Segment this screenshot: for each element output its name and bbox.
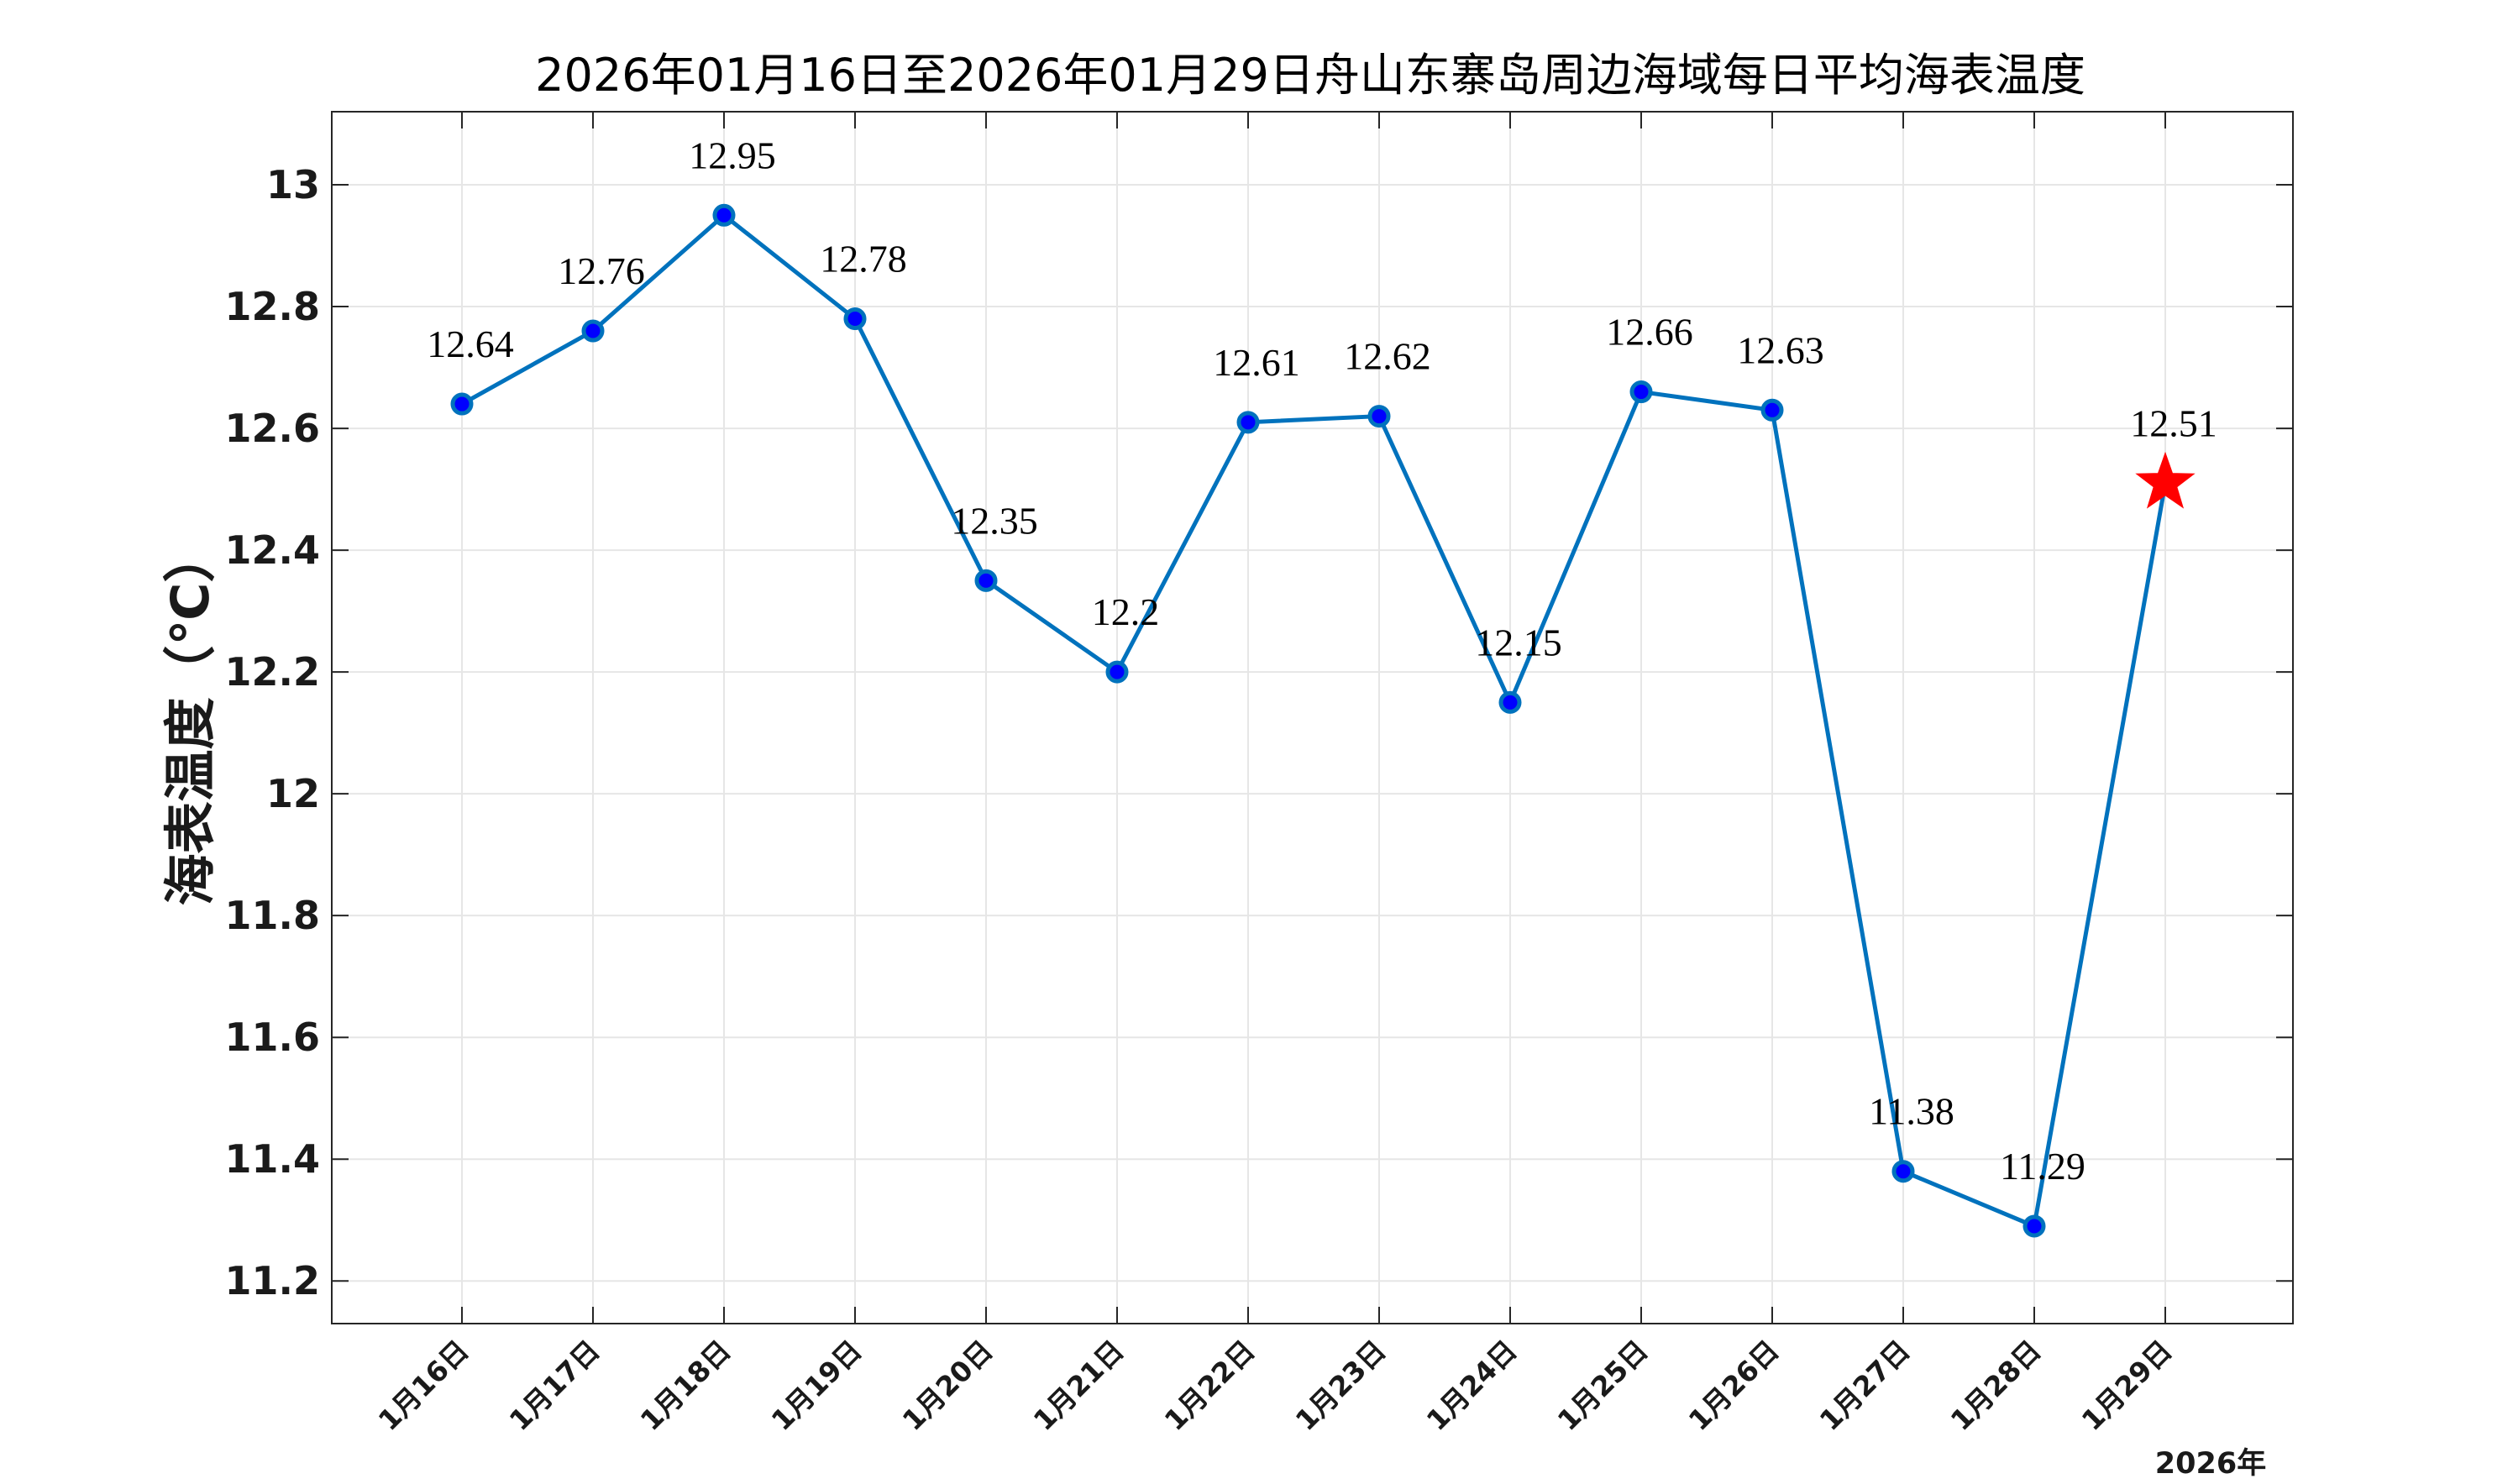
x-tick-label: 1月17日	[503, 1334, 606, 1437]
y-tick-label: 12.4	[225, 527, 321, 573]
series-sea-surface-temperature	[450, 203, 2196, 1238]
data-point	[1498, 690, 1522, 714]
data-point	[2022, 1214, 2046, 1238]
x-tick-label: 1月16日	[372, 1334, 475, 1437]
data-point	[1367, 405, 1391, 428]
x-tick-label: 1月22日	[1158, 1334, 1262, 1437]
data-label: 12.35	[951, 499, 1038, 542]
plot-frame	[331, 111, 2294, 1324]
data-point-star	[2135, 451, 2196, 509]
data-label: 11.38	[1869, 1090, 1954, 1133]
y-tick-label: 13	[266, 162, 320, 207]
plot-area	[332, 112, 2293, 1324]
y-tick-label: 11.8	[225, 893, 321, 938]
data-point	[581, 319, 605, 343]
data-label: 12.63	[1737, 328, 1824, 371]
data-label: 12.62	[1344, 335, 1431, 378]
grid-lines	[332, 112, 2293, 1324]
x-tick-label: 1月23日	[1289, 1334, 1393, 1437]
data-label: 12.66	[1606, 311, 1693, 354]
data-point	[1236, 411, 1260, 434]
x-tick-label: 1月29日	[2075, 1334, 2179, 1437]
data-label: 12.95	[689, 134, 776, 176]
data-label: 12.2	[1092, 590, 1160, 633]
y-tick-label: 12	[266, 771, 320, 816]
y-axis-ticks: 11.2 11.4 11.6 11.8 12 12.2 12.4 12.6 12.8 13	[225, 162, 2293, 1303]
data-point	[450, 392, 474, 416]
y-tick-label: 11.4	[225, 1136, 321, 1182]
y-tick-label: 11.2	[225, 1258, 321, 1303]
data-labels: 12.64 12.76 12.95 12.78 12.35 12.2 12.61 12.62 1…	[427, 134, 2217, 1188]
data-point	[843, 307, 867, 331]
x-tick-label: 1月24日	[1420, 1334, 1524, 1437]
data-label: 12.78	[820, 238, 907, 281]
data-label: 12.51	[2130, 401, 2217, 444]
data-label: 12.64	[427, 322, 514, 365]
y-axis-label: 海表温度（℃）	[160, 530, 221, 905]
x-tick-label: 1月19日	[765, 1334, 868, 1437]
y-tick-label: 12.6	[225, 406, 321, 451]
x-tick-label: 1月20日	[896, 1334, 999, 1437]
data-label: 12.61	[1213, 341, 1300, 384]
chart-title: 2026年01月16日至2026年01月29日舟山东寨岛周边海域每日平均海表温度	[535, 49, 2085, 102]
x-tick-label: 1月26日	[1682, 1334, 1786, 1437]
data-point	[1105, 660, 1129, 684]
x-tick-label: 1月28日	[1944, 1334, 2048, 1437]
x-tick-label: 1月27日	[1813, 1334, 1917, 1437]
x-tick-label: 1月18日	[634, 1334, 737, 1437]
y-tick-label: 12.8	[225, 284, 321, 329]
data-label: 12.15	[1475, 621, 1562, 663]
data-point	[1760, 398, 1784, 422]
series-line	[460, 212, 2168, 1229]
data-point	[1629, 380, 1653, 404]
data-point	[974, 569, 998, 592]
data-point	[712, 203, 736, 227]
y-tick-label: 11.6	[225, 1015, 321, 1060]
data-label: 12.76	[558, 249, 645, 292]
x-tick-label: 1月25日	[1551, 1334, 1655, 1437]
x-tick-label: 1月21日	[1027, 1334, 1131, 1437]
data-point	[1891, 1160, 1915, 1183]
data-label: 11.29	[2000, 1145, 2085, 1188]
year-label: 2026年	[2155, 1447, 2266, 1481]
y-tick-label: 12.2	[225, 649, 321, 695]
